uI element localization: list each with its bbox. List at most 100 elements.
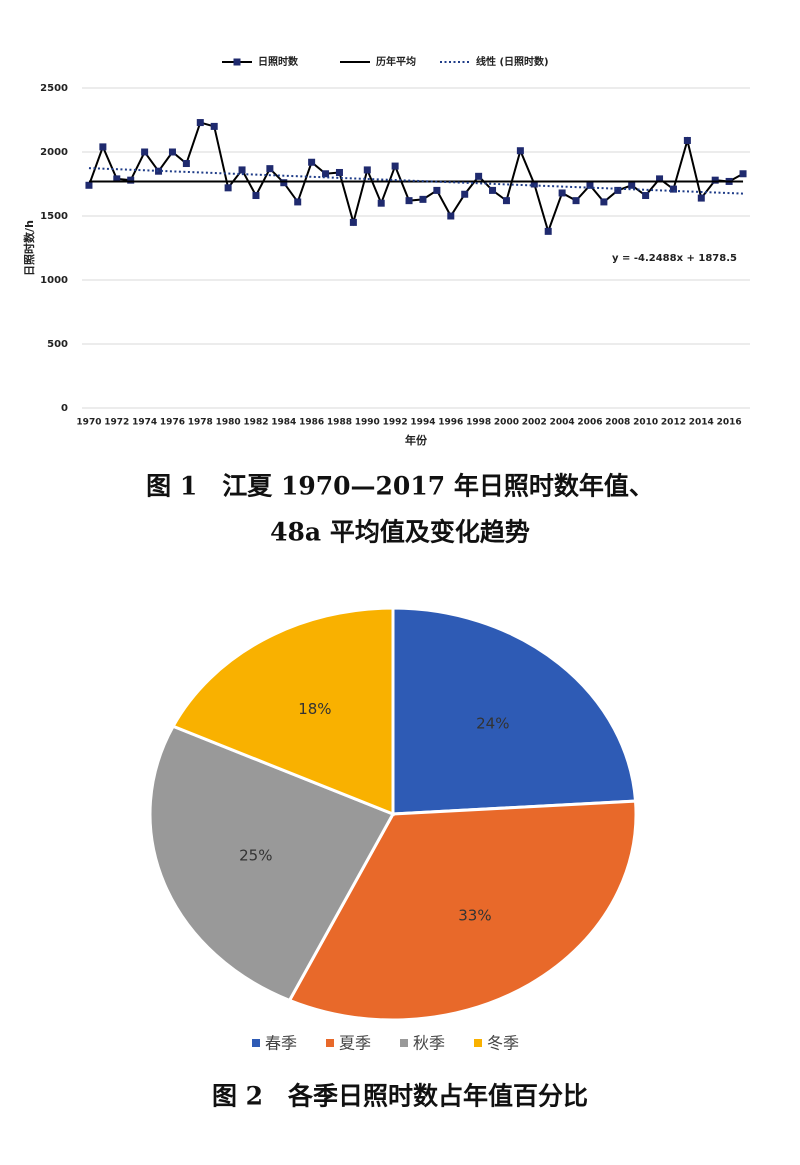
data-point: [85, 181, 93, 189]
data-point: [530, 180, 538, 188]
x-tick-label: 1980: [216, 418, 241, 428]
data-point: [419, 195, 427, 203]
series-line: [88, 167, 744, 195]
x-tick-label: 1976: [160, 418, 185, 428]
pie-slice: [287, 799, 638, 1022]
series-line: [88, 121, 744, 235]
x-tick-label: 1998: [466, 418, 491, 428]
y-tick-label: 1500: [40, 211, 68, 222]
slice-label: 24%: [476, 714, 509, 732]
data-point: [252, 192, 260, 200]
figure-caption: 图 1 江夏 1970—2017 年日照时数年值、: [146, 472, 654, 501]
pie-slice: [170, 606, 395, 817]
data-point: [544, 227, 552, 235]
data-point: [711, 176, 719, 184]
data-point: [433, 186, 441, 194]
x-tick-label: 2012: [661, 418, 686, 428]
x-axis-label: 年份: [405, 433, 428, 447]
data-point: [224, 184, 232, 192]
data-point: [210, 122, 218, 130]
legend-label: 线性 (日照时数): [476, 55, 549, 68]
x-tick-label: 2004: [550, 418, 575, 428]
legend-label: 秋季: [413, 1034, 445, 1053]
data-point: [461, 190, 469, 198]
data-point: [489, 186, 497, 194]
data-point: [141, 148, 149, 156]
slice-label: 18%: [298, 700, 331, 718]
legend-swatch: [474, 1039, 482, 1047]
data-point: [475, 172, 483, 180]
data-point: [586, 181, 594, 189]
data-point: [516, 147, 524, 155]
x-tick-label: 1970: [76, 418, 101, 428]
trend-equation: y = -4.2488x + 1878.5: [612, 253, 737, 264]
legend-label: 冬季: [487, 1034, 519, 1053]
x-tick-label: 1988: [327, 418, 352, 428]
slice-label: 25%: [239, 846, 272, 864]
x-tick-label: 2016: [717, 418, 742, 428]
data-point: [294, 198, 302, 206]
data-point: [600, 198, 608, 206]
legend-label: 历年平均: [376, 55, 416, 68]
figure-caption: 48a 平均值及变化趋势: [270, 518, 530, 547]
x-tick-label: 1982: [243, 418, 268, 428]
data-point: [363, 166, 371, 174]
data-point: [628, 181, 636, 189]
y-tick-label: 0: [61, 403, 68, 414]
y-tick-label: 2000: [40, 147, 68, 158]
x-tick-label: 2010: [633, 418, 658, 428]
data-point: [572, 197, 580, 205]
data-point: [238, 166, 246, 174]
y-tick-label: 500: [47, 339, 68, 350]
data-point: [558, 189, 566, 197]
x-tick-label: 1992: [383, 418, 408, 428]
slice-label: 33%: [458, 907, 491, 925]
legend-swatch: [400, 1039, 408, 1047]
pie-slice: [148, 724, 396, 1003]
y-axis-label: 日照时数/h: [22, 220, 36, 276]
x-tick-label: 1972: [104, 418, 129, 428]
data-point: [168, 148, 176, 156]
data-point: [697, 194, 705, 202]
data-point: [127, 176, 135, 184]
pie-slice: [391, 606, 638, 816]
data-point: [99, 143, 107, 151]
x-tick-label: 1984: [271, 418, 296, 428]
data-point: [614, 186, 622, 194]
data-point: [335, 168, 343, 176]
data-point: [669, 185, 677, 193]
data-point: [683, 136, 691, 144]
x-tick-label: 2008: [605, 418, 630, 428]
data-point: [739, 170, 747, 178]
x-tick-label: 1996: [438, 418, 463, 428]
data-point: [405, 197, 413, 205]
legend-label: 春季: [265, 1034, 297, 1053]
x-tick-label: 2014: [689, 418, 714, 428]
data-point: [322, 170, 330, 178]
x-tick-label: 1986: [299, 418, 324, 428]
x-tick-label: 1994: [410, 418, 435, 428]
data-point: [196, 119, 204, 127]
data-point: [377, 199, 385, 207]
data-point: [656, 175, 664, 183]
data-point: [155, 167, 163, 175]
data-point: [349, 218, 357, 226]
data-point: [642, 192, 650, 200]
x-tick-label: 2002: [522, 418, 547, 428]
figure-caption: 图 2 各季日照时数占年值百分比: [212, 1082, 588, 1111]
x-tick-label: 2000: [494, 418, 519, 428]
x-tick-label: 1978: [188, 418, 213, 428]
legend-swatch: [326, 1039, 334, 1047]
data-point: [182, 160, 190, 168]
data-point: [502, 197, 510, 205]
y-tick-label: 2500: [40, 83, 68, 94]
data-point: [280, 179, 288, 187]
legend-marker: [233, 58, 241, 66]
data-point: [266, 165, 274, 173]
data-point: [113, 175, 121, 183]
data-point: [308, 158, 316, 166]
legend-swatch: [252, 1039, 260, 1047]
data-point: [391, 162, 399, 170]
data-point: [447, 212, 455, 220]
x-tick-label: 1974: [132, 418, 157, 428]
